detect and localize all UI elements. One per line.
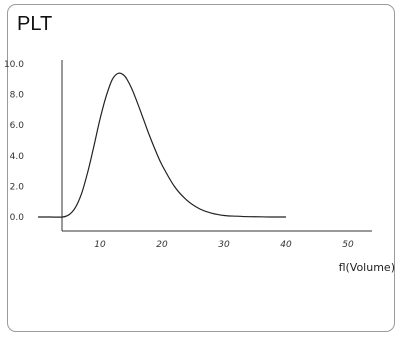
x-tick-label: 50 bbox=[342, 240, 354, 250]
x-tick-label: 10 bbox=[94, 240, 106, 250]
x-axis-label: fl(Volume) bbox=[339, 261, 395, 274]
x-tick-label: 40 bbox=[280, 240, 292, 250]
y-tick-label: 10.0 bbox=[4, 60, 24, 70]
x-tick-label: 30 bbox=[218, 240, 230, 250]
y-tick-label: 4.0 bbox=[10, 152, 25, 162]
y-tick-label: 0.0 bbox=[10, 213, 25, 223]
plt-distribution-line bbox=[38, 73, 286, 217]
y-tick-label: 6.0 bbox=[10, 121, 25, 131]
y-tick-label: 2.0 bbox=[10, 182, 25, 192]
x-tick-label: 20 bbox=[156, 240, 168, 250]
y-tick-label: 8.0 bbox=[10, 91, 25, 101]
